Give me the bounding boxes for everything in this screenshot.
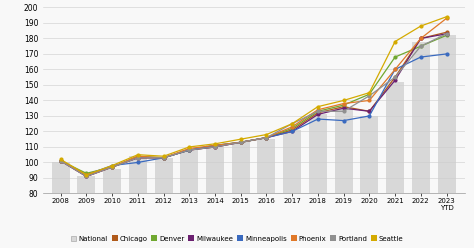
Bar	[309, 114, 327, 248]
Legend: National, Chicago, Denver, Milwaukee, Minneapolis, Phoenix, Portland, Seattle: National, Chicago, Denver, Milwaukee, Mi…	[68, 233, 406, 245]
Bar	[386, 82, 404, 248]
Bar	[283, 130, 301, 248]
Bar	[180, 150, 198, 248]
Bar	[103, 169, 121, 248]
Bar	[438, 35, 456, 248]
Bar	[206, 145, 224, 248]
Bar	[360, 116, 378, 248]
Bar	[155, 158, 173, 248]
Bar	[257, 139, 275, 248]
Bar	[232, 142, 250, 248]
Bar	[335, 108, 353, 248]
Bar	[52, 162, 70, 248]
Bar	[412, 41, 430, 248]
Bar	[129, 156, 147, 248]
Bar	[77, 176, 95, 248]
